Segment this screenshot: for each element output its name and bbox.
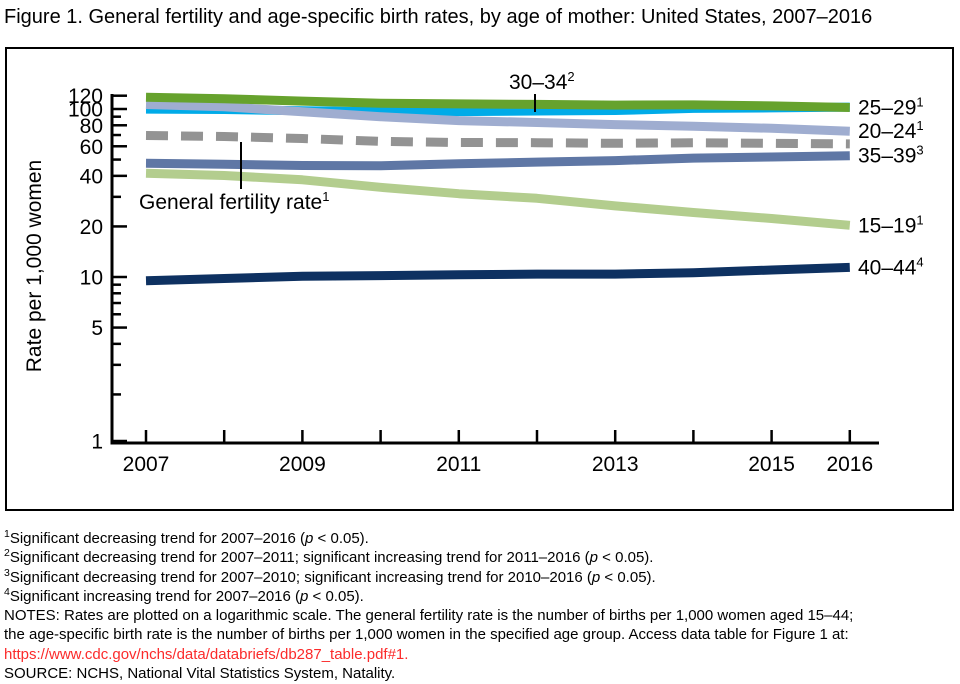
series-label-40-44: 40–444 bbox=[858, 254, 924, 279]
series-label-15-19: 15–191 bbox=[858, 212, 924, 237]
series-line-35-39 bbox=[145, 151, 850, 171]
y-tick-label: 120 bbox=[68, 85, 103, 108]
y-tick-label: 40 bbox=[80, 165, 103, 188]
notes-line-1: NOTES: Rates are plotted on a logarithmi… bbox=[4, 607, 854, 625]
annotation-gfr: General fertility rate1 bbox=[139, 189, 329, 214]
axes-layer bbox=[110, 94, 879, 445]
data-table-link-line: https://www.cdc.gov/nchs/data/databriefs… bbox=[4, 645, 956, 664]
y-tick-label: 60 bbox=[80, 136, 103, 159]
source-line: SOURCE: NCHS, National Vital Statistics … bbox=[4, 665, 396, 683]
y-axis-title: Rate per 1,000 women bbox=[23, 160, 46, 372]
series-line-25-29 bbox=[145, 92, 850, 112]
series-line-15-19 bbox=[145, 168, 851, 230]
series-line-40-44 bbox=[145, 262, 850, 286]
footnote-1: 1Significant decreasing trend for 2007–2… bbox=[4, 528, 369, 547]
chart-frame bbox=[5, 47, 954, 511]
x-tick-labels: 2007 2009 2011 2013 2015 2016 bbox=[123, 453, 874, 476]
x-tick-label: 2007 bbox=[123, 453, 170, 476]
footnote-4: 4Significant increasing trend for 2007–2… bbox=[4, 585, 364, 605]
x-tick-label: 2015 bbox=[748, 453, 795, 476]
annotation-30-34: 30–342 bbox=[509, 69, 575, 94]
series-label-35-39: 35–393 bbox=[858, 143, 924, 168]
y-tick-label: 20 bbox=[80, 216, 103, 239]
x-tick-label: 2009 bbox=[279, 453, 326, 476]
y-tick-label: 100 bbox=[68, 99, 103, 122]
y-tick-label: 1 bbox=[91, 431, 103, 454]
y-tick-label: 80 bbox=[80, 115, 103, 138]
footnote-2: 2Significant decreasing trend for 2007–2… bbox=[4, 547, 654, 567]
y-tick-label: 5 bbox=[91, 317, 103, 340]
footnotes-block: 1Significant decreasing trend for 2007–2… bbox=[4, 529, 956, 683]
footnote-3: 3Significant decreasing trend for 2007–2… bbox=[4, 566, 656, 586]
series-line-20-24 bbox=[145, 100, 850, 136]
y-tick-label: 10 bbox=[80, 267, 103, 290]
notes-line-2: the age-specific birth rate is the numbe… bbox=[4, 626, 849, 644]
figure-title: Figure 1. General fertility and age-spec… bbox=[4, 6, 873, 28]
x-tick-label: 2011 bbox=[436, 453, 481, 476]
footnote-list: 1Significant decreasing trend for 2007–2… bbox=[4, 529, 956, 606]
series-line-general-fertility-rate bbox=[145, 131, 850, 149]
series-label-25-29: 25–291 bbox=[858, 94, 924, 119]
series-lines-layer bbox=[145, 92, 851, 286]
data-table-link[interactable]: https://www.cdc.gov/nchs/data/databriefs… bbox=[4, 645, 405, 663]
x-tick-label: 2016 bbox=[826, 453, 873, 476]
x-tick-label: 2013 bbox=[592, 453, 639, 476]
series-label-20-24: 20–241 bbox=[858, 118, 924, 143]
link-period: . bbox=[404, 645, 409, 663]
